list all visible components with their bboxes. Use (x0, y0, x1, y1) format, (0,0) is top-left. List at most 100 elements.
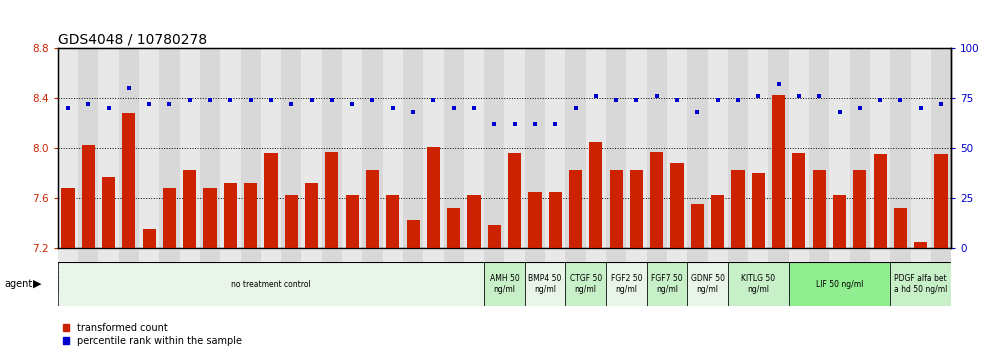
Bar (200, 250, 220, 262)
Bar (423, 250, 443, 262)
Bar (427, 147, 440, 354)
Bar (363, 48, 382, 248)
Bar (484, 262, 525, 306)
Bar (322, 250, 342, 262)
Bar (914, 241, 927, 354)
Bar (102, 177, 116, 354)
Bar (890, 250, 910, 262)
Bar (873, 154, 886, 354)
Bar (403, 48, 423, 248)
Bar (752, 173, 765, 354)
Bar (99, 250, 119, 262)
Bar (606, 48, 626, 248)
Bar (162, 188, 176, 354)
Bar (261, 48, 281, 248)
Bar (403, 250, 423, 262)
Bar (302, 250, 322, 262)
Text: LIF 50 ng/ml: LIF 50 ng/ml (816, 280, 864, 289)
Bar (62, 188, 75, 354)
Bar (305, 183, 318, 354)
Bar (58, 48, 78, 248)
Bar (244, 183, 257, 354)
Bar (139, 48, 159, 248)
Bar (870, 48, 890, 248)
Legend: transformed count, percentile rank within the sample: transformed count, percentile rank withi… (63, 323, 242, 346)
Bar (769, 48, 789, 248)
Bar (464, 48, 484, 248)
Text: ▶: ▶ (33, 279, 42, 289)
Bar (809, 250, 830, 262)
Bar (82, 145, 95, 354)
Bar (606, 262, 646, 306)
Bar (240, 48, 261, 248)
Bar (464, 250, 484, 262)
Bar (443, 48, 464, 248)
Bar (646, 48, 667, 248)
Bar (78, 48, 99, 248)
Bar (670, 163, 683, 354)
Bar (139, 250, 159, 262)
Bar (687, 262, 728, 306)
Bar (386, 195, 399, 354)
Bar (590, 142, 603, 354)
Bar (119, 48, 139, 248)
Bar (830, 250, 850, 262)
Bar (525, 48, 545, 248)
Bar (910, 48, 931, 248)
Bar (646, 262, 687, 306)
Bar (830, 48, 850, 248)
Bar (569, 170, 582, 354)
Text: KITLG 50
ng/ml: KITLG 50 ng/ml (741, 274, 775, 294)
Bar (813, 170, 826, 354)
Bar (545, 250, 566, 262)
Bar (934, 154, 947, 354)
Bar (78, 250, 99, 262)
Text: GDNF 50
ng/ml: GDNF 50 ng/ml (690, 274, 724, 294)
Bar (586, 250, 606, 262)
Bar (711, 195, 724, 354)
Text: agent: agent (4, 279, 32, 289)
Bar (467, 195, 481, 354)
Bar (58, 250, 78, 262)
Bar (629, 170, 643, 354)
Bar (667, 48, 687, 248)
Bar (549, 192, 562, 354)
Bar (488, 225, 501, 354)
Bar (586, 48, 606, 248)
Bar (382, 48, 403, 248)
Bar (508, 153, 521, 354)
Bar (423, 48, 443, 248)
Bar (850, 250, 870, 262)
Text: no treatment control: no treatment control (231, 280, 311, 289)
Bar (281, 48, 302, 248)
Bar (505, 48, 525, 248)
Bar (566, 48, 586, 248)
Bar (203, 188, 217, 354)
Bar (447, 208, 460, 354)
Bar (728, 250, 748, 262)
Bar (687, 250, 707, 262)
Bar (142, 229, 155, 354)
Bar (731, 170, 745, 354)
Bar (119, 250, 139, 262)
Bar (326, 152, 339, 354)
Bar (443, 250, 464, 262)
Bar (910, 250, 931, 262)
Bar (789, 262, 890, 306)
Text: FGF7 50
ng/ml: FGF7 50 ng/ml (651, 274, 682, 294)
Bar (322, 48, 342, 248)
Bar (728, 48, 748, 248)
Bar (748, 48, 769, 248)
Bar (179, 250, 200, 262)
Bar (707, 250, 728, 262)
Bar (281, 250, 302, 262)
Bar (484, 250, 505, 262)
Bar (302, 48, 322, 248)
Bar (606, 250, 626, 262)
Bar (159, 250, 179, 262)
Bar (285, 195, 298, 354)
Bar (58, 262, 484, 306)
Bar (931, 48, 951, 248)
Bar (792, 153, 806, 354)
Bar (626, 250, 646, 262)
